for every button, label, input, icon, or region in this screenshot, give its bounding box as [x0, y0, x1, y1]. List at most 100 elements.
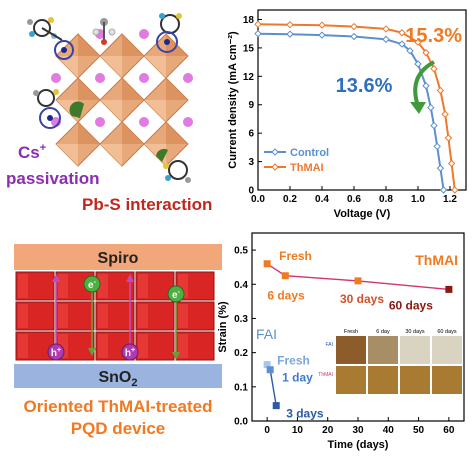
octahedron-facet — [100, 144, 122, 166]
inset-row-label: FAI — [325, 342, 333, 348]
cs-atom — [139, 117, 149, 127]
pce-annotation-control: 13.6% — [336, 75, 393, 97]
octahedron-facet — [166, 122, 188, 144]
inset-photo-fai — [400, 336, 430, 364]
perovskite-lattice-illustration — [51, 29, 193, 167]
y-tick-label: 15 — [243, 43, 255, 54]
hole-path-1: h+ — [47, 274, 65, 361]
thmai-molecule-top-right-icon — [156, 13, 182, 53]
electron-symbol: e — [172, 290, 178, 301]
octahedron-facet — [144, 100, 166, 122]
hole-charge: + — [57, 347, 61, 354]
x-tick-label: 0.2 — [283, 194, 297, 205]
pqd-cube-highlight — [58, 304, 68, 328]
y-tick-label: 12 — [243, 72, 255, 83]
inset-photo-thmai — [400, 366, 430, 394]
x-tick-label: 30 — [352, 425, 364, 436]
data-point — [427, 103, 435, 112]
x-tick-label: 0.6 — [347, 194, 361, 205]
pqd-cube-highlight — [178, 274, 188, 298]
device-stack-illustration: Spiro SnO2 e- e- h+ h+ — [14, 244, 222, 389]
inset-photo-thmai — [432, 366, 462, 394]
octahedron-facet — [56, 144, 78, 166]
cs-label-text: Cs — [18, 143, 40, 162]
y-tick-label: 9 — [248, 100, 254, 111]
x-tick-label: 0.0 — [251, 194, 265, 205]
legend-entry: ThMAI — [290, 162, 324, 174]
cs-atom — [183, 117, 193, 127]
svg-text:h+: h+ — [125, 347, 135, 359]
thmai-molecule-left-icon — [33, 89, 61, 129]
cs-atom — [95, 73, 105, 83]
strain-vs-time-chart: 0 10 20 30 40 50 60 0.0 0.1 0.2 0.3 0.4 0.5 Time (day… — [217, 232, 465, 451]
jv-curve-chart: 0.0 0.2 0.4 0.6 0.8 1.0 1.2 0 3 6 9 12 15 18 Voltage (… — [227, 9, 467, 220]
legend-entry: Control — [290, 147, 329, 159]
data-point — [406, 47, 414, 55]
series-name-fai: FAI — [256, 326, 277, 342]
sno2-label-text: SnO — [98, 369, 131, 386]
svg-text:e-: e- — [88, 279, 97, 291]
hole-symbol: h — [125, 348, 131, 359]
y-tick-label: 0.2 — [234, 348, 248, 359]
improvement-arrowhead-icon — [410, 102, 426, 114]
cs-superscript: + — [40, 142, 46, 154]
data-point — [422, 82, 430, 90]
data-point — [441, 110, 449, 118]
y-tick-label: 18 — [243, 15, 255, 26]
x-tick-label: 60 — [443, 425, 455, 436]
pqd-cube-highlight — [98, 304, 108, 328]
svg-text:e-: e- — [172, 289, 181, 301]
data-point — [354, 277, 362, 285]
point-label: 6 days — [267, 289, 305, 303]
cs-atom — [51, 73, 61, 83]
svg-text:h+: h+ — [51, 347, 61, 359]
octahedron-facet — [122, 122, 144, 144]
inset-column-header: 60 days — [437, 329, 457, 335]
data-point — [444, 134, 453, 142]
x-tick-label: 0.8 — [379, 194, 393, 205]
plot-frame — [257, 9, 467, 191]
inset-photo-fai — [336, 336, 366, 364]
x-tick-label: 1.2 — [443, 194, 457, 205]
cs-atom — [183, 73, 193, 83]
data-point — [263, 361, 271, 369]
octahedron-facet — [144, 56, 166, 78]
data-point — [436, 86, 445, 95]
data-point — [382, 35, 390, 44]
data-point — [436, 164, 445, 172]
octahedron-facet — [78, 78, 100, 100]
inset-column-header: 30 days — [405, 329, 425, 335]
spiro-label: Spiro — [98, 250, 139, 267]
x-tick-label: 40 — [383, 425, 395, 436]
data-point — [451, 186, 459, 194]
data-point — [272, 402, 280, 410]
point-label: 60 days — [389, 298, 433, 312]
x-tick-label: 1.0 — [411, 194, 425, 205]
inset-photo-thmai — [336, 366, 366, 394]
data-point — [318, 21, 326, 29]
point-label: 3 days — [286, 407, 324, 421]
pqd-cube-highlight — [18, 304, 28, 328]
data-point — [254, 20, 262, 28]
x-tick-label: 10 — [292, 425, 304, 436]
inset-photo-fai — [368, 336, 398, 364]
thmai-molecule-icon — [27, 17, 74, 60]
pqd-cube-highlight — [178, 304, 188, 328]
data-point — [263, 260, 271, 268]
data-point — [318, 31, 326, 39]
molecule-top-middle-icon — [92, 18, 116, 45]
data-point — [398, 29, 406, 37]
y-tick-label: 0.0 — [234, 417, 248, 428]
octahedron-facet — [100, 56, 122, 78]
y-tick-label: 3 — [248, 157, 254, 168]
data-point — [430, 121, 438, 130]
x-axis-label: Time (days) — [328, 439, 389, 451]
y-tick-label: 0.3 — [234, 314, 248, 325]
series-line-thmai — [257, 23, 456, 191]
pqd-cube-highlight — [98, 334, 108, 358]
y-tick-label: 0.4 — [234, 280, 248, 291]
passivation-label: passivation — [6, 169, 100, 188]
octahedron-facet — [122, 78, 144, 100]
pqd-cube-highlight — [98, 274, 108, 298]
